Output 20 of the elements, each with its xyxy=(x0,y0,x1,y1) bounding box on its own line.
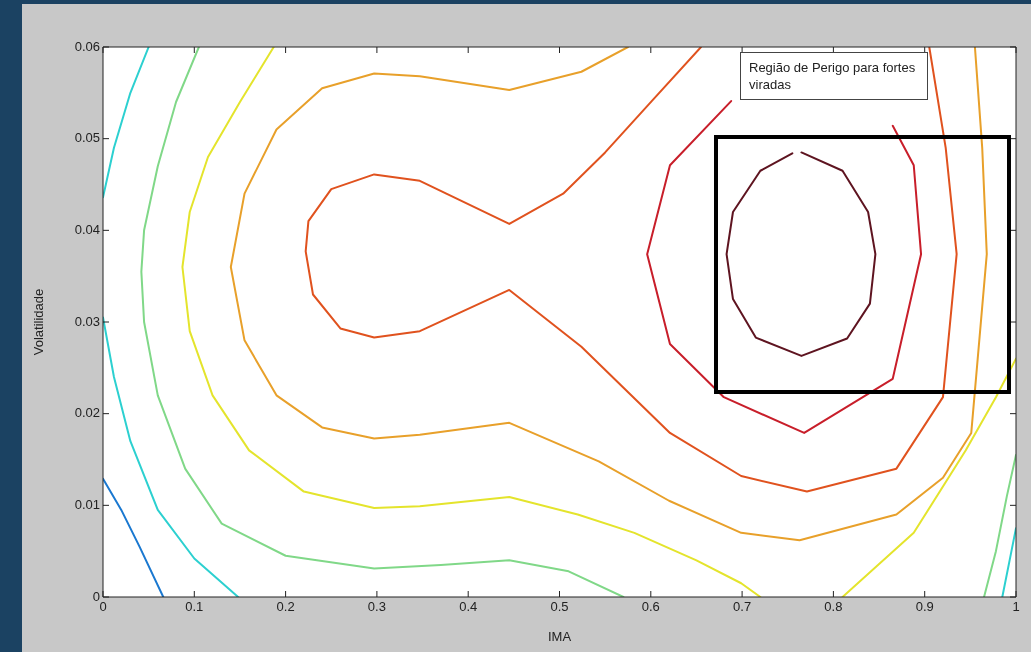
text-box: Região de Perigo para fortes viradas xyxy=(740,52,928,100)
x-tick-label: 0.7 xyxy=(733,599,752,615)
y-tick-label: 0.01 xyxy=(74,496,100,512)
y-tick-label: 0.05 xyxy=(74,130,100,146)
x-tick-label: 0.4 xyxy=(459,599,478,615)
x-tick-label: 1 xyxy=(1012,599,1020,615)
y-tick-label: 0.06 xyxy=(74,38,100,54)
x-tick-label: 0.2 xyxy=(276,599,295,615)
y-tick-label: 0.02 xyxy=(74,405,100,421)
x-tick-label: 0.1 xyxy=(185,599,204,615)
x-tick-label: 0.3 xyxy=(367,599,386,615)
y-axis-title: Volatilidade xyxy=(31,288,47,356)
x-tick-label: 0.5 xyxy=(550,599,569,615)
y-tick-label: 0 xyxy=(92,588,100,604)
x-tick-label: 0.9 xyxy=(915,599,934,615)
x-tick-label: 0.8 xyxy=(824,599,843,615)
x-tick-label: 0.6 xyxy=(641,599,660,615)
y-tick-label: 0.03 xyxy=(74,313,100,329)
y-tick-label: 0.04 xyxy=(74,221,100,237)
x-axis-title: IMA xyxy=(547,628,572,644)
